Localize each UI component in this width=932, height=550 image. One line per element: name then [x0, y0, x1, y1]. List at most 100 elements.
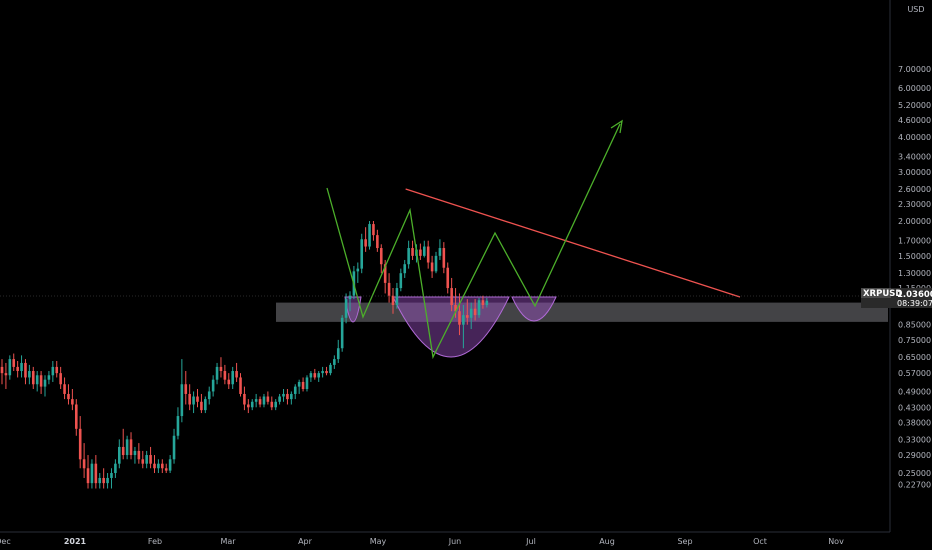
candle-body	[360, 239, 364, 269]
candle-body	[90, 463, 94, 484]
candle-body	[286, 393, 289, 400]
candle-body	[438, 248, 442, 256]
candle-body	[383, 264, 387, 283]
x-tick-label: Sep	[677, 537, 692, 546]
support-zone	[276, 302, 888, 322]
candle-body	[78, 428, 82, 460]
candle-body	[196, 396, 199, 402]
candle-body	[153, 463, 156, 469]
candle-body	[309, 373, 313, 378]
x-tick-label: Apr	[298, 537, 313, 546]
candle-body	[462, 315, 465, 325]
x-tick-label: Aug	[599, 537, 615, 546]
candle-body	[82, 459, 86, 469]
candle-body	[290, 393, 293, 400]
candle-body	[305, 377, 309, 390]
drawing-annotations	[326, 119, 741, 360]
candle-body	[446, 267, 450, 289]
candle-body	[458, 311, 461, 325]
candle-body	[336, 348, 340, 360]
x-tick-label: Oct	[753, 537, 767, 546]
candle-body	[465, 315, 469, 318]
candle-body	[368, 224, 371, 247]
candle-body	[430, 262, 434, 272]
candle-body	[51, 366, 55, 376]
arrow-head	[610, 119, 623, 134]
symbol-label: XRPUSD	[863, 289, 902, 299]
candle-body	[184, 384, 188, 394]
candle-body	[86, 468, 90, 484]
candle-body	[469, 308, 473, 318]
y-tick-label: 0.85000	[898, 321, 931, 330]
candle-body	[231, 371, 234, 385]
countdown-label: 08:39:07	[897, 299, 932, 308]
y-tick-label: 0.75000	[898, 336, 931, 345]
zigzag-projection	[326, 123, 621, 360]
candle-body	[16, 366, 19, 372]
y-tick-label: 0.57000	[898, 369, 931, 378]
y-tick-label: 1.30000	[898, 269, 931, 278]
y-tick-label: 0.49000	[898, 387, 931, 396]
candle-body	[125, 439, 129, 456]
candle-body	[340, 317, 344, 349]
candle-body	[157, 463, 160, 469]
candle-body	[239, 377, 242, 394]
candle-body	[28, 371, 31, 378]
candle-body	[364, 239, 367, 247]
candle-body	[161, 463, 164, 469]
x-tick-label: 2021	[64, 537, 87, 546]
candle-body	[266, 396, 270, 402]
x-tick-label: May	[370, 537, 387, 546]
candle-body	[376, 235, 379, 249]
candle-body	[372, 224, 375, 236]
candle-body	[297, 381, 301, 387]
candle-body	[4, 373, 8, 376]
resistance-trendline	[405, 188, 741, 298]
candle-body	[434, 255, 438, 272]
price-label-badge: XRPUSD 1.03600 08:39:07	[861, 288, 932, 308]
y-tick-label: 0.65000	[898, 353, 931, 362]
candle-body	[247, 404, 250, 408]
candle-body	[235, 371, 238, 378]
candle-body	[39, 375, 43, 387]
y-tick-label: 7.00000	[898, 65, 931, 74]
candle-body	[121, 446, 125, 456]
candle-body	[188, 393, 191, 405]
candle-body	[20, 362, 23, 372]
y-tick-label: 0.22700	[898, 481, 931, 490]
y-tick-label: 5.20000	[898, 101, 931, 110]
candle-body	[118, 446, 121, 464]
candle-body	[399, 273, 403, 289]
candle-body	[141, 459, 145, 464]
candle-body	[321, 371, 324, 374]
y-tick-label: 6.00000	[898, 84, 931, 93]
x-tick-label: Nov	[828, 537, 844, 546]
candle-body	[110, 473, 113, 478]
y-tick-label: 4.60000	[898, 116, 931, 125]
candle-body	[411, 248, 414, 256]
candle-body	[24, 362, 27, 378]
candle-body	[333, 359, 336, 365]
y-tick-label: 2.30000	[898, 200, 931, 209]
candle-body	[223, 371, 227, 380]
candle-body	[395, 288, 399, 305]
candle-body	[211, 379, 215, 392]
candle-body	[344, 299, 348, 318]
candle-body	[219, 366, 223, 372]
time-axis[interactable]: Dec 2021 Feb Mar Apr May Jun Jul Aug Sep Oct Nov	[0, 537, 844, 546]
candle-body	[454, 305, 457, 312]
candle-body	[98, 477, 102, 484]
candle-body	[192, 396, 195, 405]
candle-body	[254, 399, 258, 402]
candle-body	[442, 248, 446, 268]
y-tick-label: 2.00000	[898, 217, 931, 226]
candle-body	[422, 246, 426, 256]
candle-body	[55, 366, 59, 374]
candle-body	[485, 300, 489, 305]
x-tick-label: Jun	[448, 537, 462, 546]
candle-body	[379, 248, 383, 265]
candle-body	[63, 384, 66, 394]
candle-body	[270, 401, 274, 408]
